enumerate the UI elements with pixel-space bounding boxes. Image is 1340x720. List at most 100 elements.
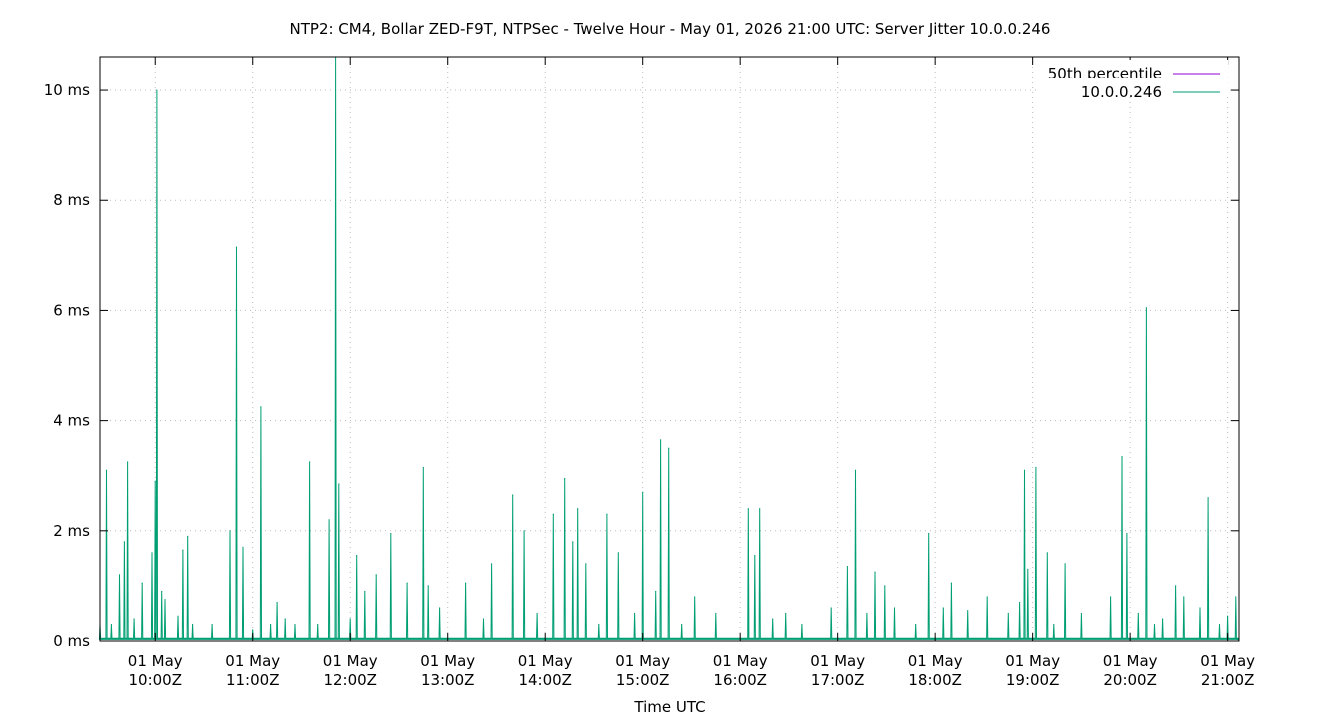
x-tick-label-date: 01 May: [128, 652, 183, 670]
data-point: [1027, 568, 1029, 570]
x-tick-label-time: 10:00Z: [128, 671, 182, 689]
data-point: [1153, 623, 1156, 626]
x-tick-label-time: 13:00Z: [421, 671, 475, 689]
data-point: [427, 585, 429, 587]
data-point: [123, 541, 125, 543]
data-point: [1183, 596, 1185, 598]
data-point: [182, 549, 184, 551]
data-point: [464, 582, 467, 584]
data-point: [364, 590, 366, 593]
x-tick-label-time: 12:00Z: [323, 671, 377, 689]
x-tick-label-time: 20:00Z: [1103, 671, 1157, 689]
data-point: [986, 596, 988, 598]
data-point: [328, 519, 330, 521]
data-point: [759, 508, 761, 510]
data-point: [1218, 623, 1221, 626]
legend-label: 10.0.0.246: [1081, 83, 1162, 101]
data-point: [536, 612, 538, 615]
data-point: [642, 491, 644, 493]
data-point: [598, 623, 600, 626]
y-tick-label: 4 ms: [53, 412, 90, 430]
data-point: [772, 618, 774, 620]
data-point: [1199, 607, 1201, 609]
data-point: [242, 546, 244, 548]
data-point: [1023, 469, 1026, 471]
data-point: [211, 623, 213, 626]
data-point: [1035, 466, 1037, 469]
x-tick-label-date: 01 May: [1200, 652, 1255, 670]
y-tick-label: 10 ms: [44, 81, 90, 99]
data-point: [164, 599, 166, 601]
y-tick-label: 2 ms: [53, 522, 90, 540]
data-point: [294, 623, 296, 626]
data-point: [187, 535, 189, 537]
data-point: [846, 566, 849, 568]
x-tick-label-date: 01 May: [713, 652, 768, 670]
data-point: [156, 89, 158, 91]
x-tick-label-date: 01 May: [225, 652, 280, 670]
x-tick-label-date: 01 May: [420, 652, 475, 670]
data-point: [229, 530, 231, 532]
data-point: [950, 582, 953, 584]
data-point: [915, 623, 917, 626]
data-point: [801, 623, 803, 626]
data-point: [252, 629, 254, 631]
data-point: [1007, 612, 1009, 615]
data-point: [154, 480, 156, 482]
data-point: [422, 466, 424, 469]
x-tick-label-time: 11:00Z: [226, 671, 280, 689]
series-2: [98, 56, 1240, 641]
chart-title: NTP2: CM4, Bollar ZED-F9T, NTPSec - Twel…: [290, 20, 1051, 38]
series-layer: [98, 56, 1240, 641]
data-point: [585, 563, 587, 565]
data-point: [572, 541, 574, 543]
data-point: [118, 574, 121, 576]
data-point: [490, 563, 493, 565]
data-point: [659, 439, 662, 441]
data-point: [854, 469, 857, 471]
data-point: [390, 532, 392, 535]
data-point: [127, 461, 129, 463]
data-point: [874, 571, 876, 573]
y-tick-label: 8 ms: [53, 191, 90, 209]
x-tick-label-time: 15:00Z: [616, 671, 670, 689]
y-tick-label: 0 ms: [53, 632, 90, 650]
data-point: [694, 596, 696, 598]
data-point: [438, 607, 441, 609]
data-point: [1110, 596, 1112, 598]
data-point: [276, 601, 278, 604]
data-point: [482, 618, 485, 620]
data-point: [884, 585, 886, 587]
data-point: [1080, 612, 1082, 615]
data-point: [668, 447, 670, 449]
data-point: [338, 483, 340, 485]
y-tick-label: 6 ms: [53, 301, 90, 319]
data-point: [141, 582, 143, 584]
data-point: [1019, 601, 1021, 604]
data-point: [1137, 612, 1139, 615]
data-point: [1053, 623, 1055, 626]
data-point: [1126, 532, 1128, 535]
data-point: [633, 612, 636, 615]
data-point: [512, 494, 514, 496]
data-point: [260, 406, 262, 408]
x-tick-label-date: 01 May: [810, 652, 865, 670]
data-point: [151, 552, 153, 554]
x-tick-label-date: 01 May: [1103, 652, 1158, 670]
data-point: [1046, 552, 1048, 554]
data-point: [177, 615, 179, 617]
data-point: [754, 555, 756, 557]
data-point: [192, 623, 194, 626]
data-point: [785, 612, 787, 615]
data-point: [270, 623, 272, 626]
data-point: [1121, 455, 1123, 458]
data-point: [1235, 596, 1237, 598]
data-point: [235, 246, 238, 248]
data-point: [110, 623, 112, 626]
x-tick-label-date: 01 May: [323, 652, 378, 670]
data-point: [105, 469, 108, 471]
x-tick-label-time: 14:00Z: [518, 671, 572, 689]
